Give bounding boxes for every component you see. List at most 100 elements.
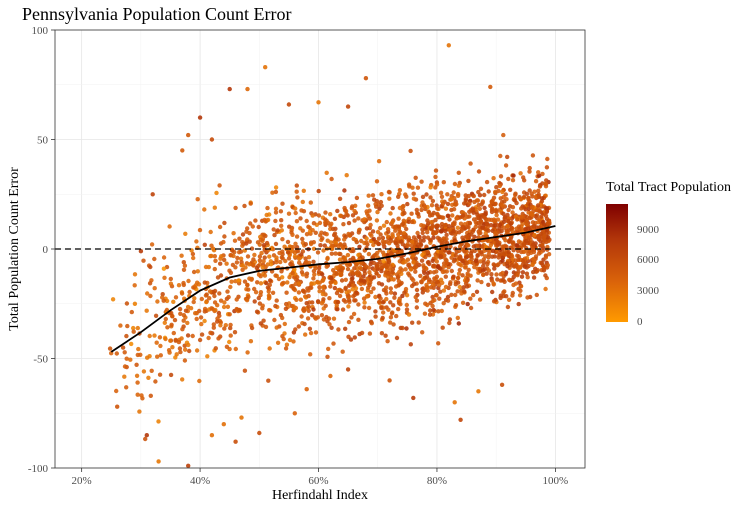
scatter-point bbox=[186, 278, 191, 284]
scatter-point bbox=[131, 329, 136, 334]
scatter-point bbox=[212, 293, 217, 299]
scatter-point bbox=[420, 194, 426, 200]
scatter-point bbox=[204, 299, 209, 305]
scatter-point bbox=[170, 345, 175, 350]
scatter-point bbox=[430, 258, 435, 263]
scatter-point bbox=[468, 250, 474, 256]
scatter-point bbox=[218, 323, 223, 328]
scatter-point bbox=[466, 267, 471, 272]
scatter-point bbox=[350, 287, 355, 292]
scatter-point bbox=[147, 333, 152, 339]
scatter-point bbox=[265, 262, 270, 267]
scatter-point bbox=[364, 264, 369, 269]
scatter-point bbox=[498, 174, 504, 179]
scatter-point bbox=[225, 304, 231, 309]
scatter-point bbox=[228, 322, 233, 328]
scatter-point bbox=[375, 229, 381, 235]
scatter-point bbox=[245, 226, 250, 231]
scatter-point bbox=[392, 291, 398, 296]
scatter-point bbox=[240, 232, 246, 237]
scatter-point bbox=[299, 208, 304, 213]
scatter-point bbox=[387, 190, 392, 195]
scatter-point bbox=[256, 272, 262, 277]
scatter-point bbox=[281, 280, 286, 286]
scatter-point bbox=[237, 250, 242, 255]
scatter-point bbox=[466, 243, 471, 248]
scatter-point bbox=[131, 325, 136, 331]
scatter-point bbox=[526, 195, 531, 201]
scatter-point bbox=[324, 264, 329, 269]
scatter-point bbox=[436, 309, 441, 314]
scatter-point bbox=[300, 199, 305, 205]
scatter-point bbox=[150, 192, 155, 197]
scatter-point bbox=[247, 230, 252, 236]
scatter-point bbox=[446, 224, 452, 229]
scatter-point bbox=[168, 281, 174, 286]
scatter-point bbox=[451, 259, 457, 264]
scatter-point bbox=[418, 273, 423, 279]
scatter-point bbox=[427, 261, 432, 267]
scatter-point bbox=[532, 232, 537, 238]
scatter-point bbox=[153, 379, 158, 384]
scatter-point bbox=[464, 235, 470, 240]
scatter-point bbox=[262, 255, 267, 260]
scatter-point bbox=[149, 368, 154, 373]
scatter-point bbox=[480, 244, 485, 249]
scatter-point bbox=[428, 308, 433, 313]
scatter-point bbox=[157, 372, 163, 377]
scatter-point bbox=[343, 326, 348, 331]
scatter-point bbox=[501, 211, 506, 216]
scatter-point bbox=[265, 205, 270, 211]
scatter-point bbox=[197, 378, 202, 384]
scatter-point bbox=[328, 240, 333, 245]
scatter-point bbox=[222, 300, 227, 305]
scatter-point bbox=[476, 202, 481, 208]
scatter-point bbox=[492, 219, 497, 224]
scatter-point bbox=[293, 241, 298, 246]
scatter-point bbox=[388, 290, 394, 295]
scatter-point bbox=[144, 433, 149, 438]
scatter-point bbox=[435, 206, 440, 211]
scatter-point bbox=[213, 346, 218, 351]
scatter-point bbox=[202, 309, 207, 314]
scatter-point bbox=[135, 352, 140, 358]
scatter-point bbox=[317, 289, 322, 294]
scatter-point bbox=[411, 196, 417, 201]
scatter-point bbox=[265, 285, 271, 290]
scatter-point bbox=[350, 204, 355, 209]
scatter-point bbox=[438, 254, 444, 259]
scatter-point bbox=[443, 284, 449, 290]
scatter-point bbox=[181, 267, 187, 272]
scatter-point bbox=[316, 100, 321, 105]
scatter-point bbox=[284, 290, 289, 295]
x-tick-label: 100% bbox=[543, 475, 569, 487]
scatter-point bbox=[391, 303, 396, 308]
scatter-point bbox=[505, 154, 510, 160]
scatter-point bbox=[177, 306, 183, 312]
scatter-point bbox=[124, 385, 129, 390]
scatter-point bbox=[260, 265, 265, 270]
scatter-point bbox=[434, 269, 439, 274]
scatter-point bbox=[145, 355, 150, 360]
scatter-point bbox=[182, 358, 188, 363]
scatter-point bbox=[353, 286, 359, 291]
scatter-point bbox=[411, 281, 417, 287]
scatter-point bbox=[257, 258, 262, 263]
scatter-point bbox=[271, 227, 276, 232]
legend-tick-label: 9000 bbox=[637, 223, 659, 236]
color-legend: Total Tract Population 0 3000 6000 9000 bbox=[606, 180, 731, 328]
scatter-point bbox=[308, 330, 314, 336]
scatter-point bbox=[510, 290, 515, 296]
scatter-point bbox=[303, 256, 308, 261]
scatter-point bbox=[456, 230, 462, 235]
scatter-point bbox=[491, 176, 496, 181]
scatter-point bbox=[447, 320, 452, 326]
scatter-point bbox=[264, 212, 269, 218]
scatter-point bbox=[520, 270, 526, 275]
scatter-point bbox=[349, 315, 354, 320]
scatter-point bbox=[531, 224, 536, 229]
scatter-point bbox=[253, 218, 258, 223]
scatter-point bbox=[233, 346, 238, 352]
scatter-point bbox=[370, 193, 376, 198]
scatter-point bbox=[122, 364, 128, 369]
